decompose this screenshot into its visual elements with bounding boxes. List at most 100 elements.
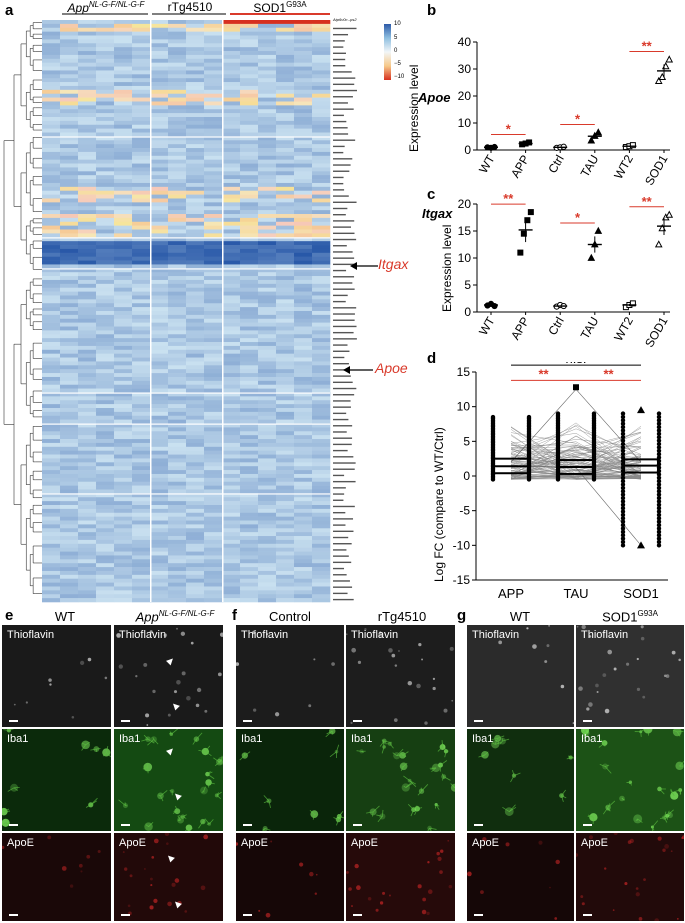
point-column xyxy=(620,411,662,548)
x-tick-label: Ctrl xyxy=(545,153,566,176)
scale-bar xyxy=(121,720,130,722)
y-tick-label: 20 xyxy=(458,89,472,103)
panel-label-g: g xyxy=(457,607,467,624)
data-point xyxy=(594,226,603,234)
heatmap-group-separator xyxy=(222,20,224,602)
channel-label: Thioflavin xyxy=(581,629,629,641)
x-tick-label: WT2 xyxy=(611,314,636,343)
panel-label-f: f xyxy=(232,607,237,624)
y-tick-label: 10 xyxy=(457,400,471,414)
micrograph-thioflavin: Thioflavin xyxy=(346,625,455,727)
micrograph-iba1: Iba1 xyxy=(467,729,574,831)
colorbar-tick: 0 xyxy=(394,48,398,54)
sig-label: ** xyxy=(642,194,653,209)
colorbar-tick: 5 xyxy=(394,35,398,41)
x-tick-label: TAU xyxy=(563,586,588,601)
colorbar xyxy=(384,24,391,80)
heatmap-dendrogram xyxy=(3,22,42,594)
micrograph-apoe: ApoE xyxy=(114,833,223,921)
channel-label: Thioflavin xyxy=(7,629,55,641)
micrograph-thioflavin: Thioflavin xyxy=(576,625,684,727)
x-tick-label: SOD1 xyxy=(623,586,658,601)
channel-label: Thioflavin xyxy=(472,629,520,641)
y-tick-label: 10 xyxy=(458,251,472,265)
y-tick-label: 0 xyxy=(464,143,471,157)
micro-f-header-control: Control xyxy=(269,609,311,624)
arrow-itgax-icon xyxy=(350,262,378,270)
micro-e-header-app: AppNL-G-F/NL-G-F xyxy=(135,609,215,625)
channel-label: ApoE xyxy=(119,837,146,849)
micrograph-apoe: ApoE xyxy=(2,833,111,921)
y-tick-label: 15 xyxy=(458,224,472,238)
x-tick-label: Ctrl xyxy=(545,315,566,338)
y-tick-label: 40 xyxy=(458,35,472,49)
scale-bar xyxy=(9,914,18,916)
heatmap-separator xyxy=(42,268,330,270)
sig-label: * xyxy=(506,121,512,136)
top-gene-label: Atp6v0c--ps2 xyxy=(333,17,357,22)
heatmap xyxy=(3,13,357,603)
micro-f-header-rtg: rTg4510 xyxy=(377,609,427,624)
micrograph-thioflavin: Thioflavin xyxy=(114,625,223,727)
micrograph-thioflavin: Thioflavin xyxy=(2,625,111,727)
scale-bar xyxy=(353,824,362,826)
x-tick-label: APP xyxy=(498,586,524,601)
chart-b-title: Apoe xyxy=(418,90,451,105)
data-point xyxy=(587,136,596,144)
scale-bar xyxy=(243,914,252,916)
data-point xyxy=(629,142,636,149)
channel-label: Iba1 xyxy=(119,733,141,745)
heatmap-cells xyxy=(42,20,331,603)
x-tick-label: WT xyxy=(476,314,498,338)
data-point xyxy=(654,76,663,85)
x-tick-label: WT2 xyxy=(611,152,636,181)
gene-label-apoe: Apoe xyxy=(375,360,408,376)
heatmap-group-separator xyxy=(150,20,152,602)
data-point xyxy=(491,302,498,310)
x-tick-label: SOD1 xyxy=(642,152,671,188)
x-tick-label: WT xyxy=(476,152,498,176)
channel-label: Iba1 xyxy=(241,733,263,745)
heatmap-separator xyxy=(42,493,330,495)
scale-bar xyxy=(243,824,252,826)
panel-label-e: e xyxy=(5,607,14,624)
scale-bar xyxy=(583,914,592,916)
y-tick-label: 30 xyxy=(458,62,472,76)
arrow-apoe-icon xyxy=(343,366,373,374)
micrograph-iba1: Iba1 xyxy=(114,729,223,831)
data-point xyxy=(665,55,674,63)
y-tick-label: 5 xyxy=(463,434,470,448)
y-tick-label: 5 xyxy=(464,278,471,292)
y-tick-label: -10 xyxy=(453,538,471,552)
scale-bar xyxy=(121,914,130,916)
sig-label: n.s. xyxy=(566,362,587,366)
channel-label: Thioflavin xyxy=(241,629,289,641)
micrograph-apoe: ApoE xyxy=(346,833,455,921)
colorbar-tick: −10 xyxy=(394,74,405,80)
outlier-point xyxy=(637,406,645,414)
data-point xyxy=(517,249,524,256)
data-point xyxy=(524,217,531,224)
scale-bar xyxy=(243,720,252,722)
sig-label: * xyxy=(575,210,581,225)
y-tick-label: 20 xyxy=(458,197,472,211)
data-point xyxy=(654,240,663,248)
micro-e-header-wt: WT xyxy=(54,609,76,624)
chart-d-ylabel: Log FC (compare to WT/Ctrl) xyxy=(432,427,446,582)
data-point xyxy=(594,128,603,136)
micrograph-thioflavin: Thioflavin xyxy=(236,625,344,727)
heatmap-separator xyxy=(42,392,330,394)
outlier-point xyxy=(573,384,579,391)
channel-label: ApoE xyxy=(472,837,499,849)
channel-label: Thioflavin xyxy=(351,629,399,641)
channel-label: ApoE xyxy=(581,837,608,849)
heatmap-header-rtg: rTg4510 xyxy=(167,0,213,14)
channel-label: Thioflavin xyxy=(119,629,167,641)
micrograph-thioflavin: Thioflavin xyxy=(467,625,574,727)
y-tick-label: 0 xyxy=(464,305,471,319)
micrograph-apoe: ApoE xyxy=(467,833,574,921)
scale-bar xyxy=(353,914,362,916)
y-tick-label: 10 xyxy=(458,116,472,130)
data-point xyxy=(520,230,527,237)
